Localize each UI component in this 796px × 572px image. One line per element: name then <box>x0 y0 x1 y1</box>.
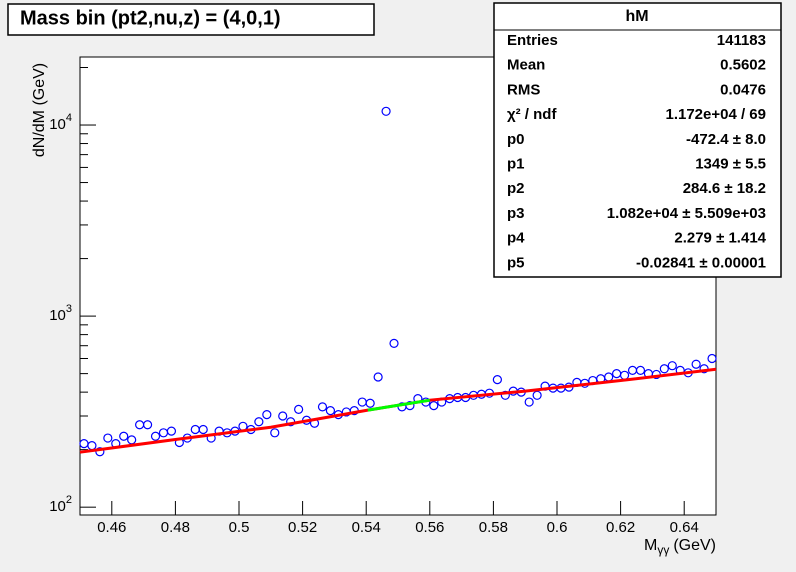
data-point <box>262 410 272 420</box>
data-point <box>691 359 701 369</box>
y-tick-base: 10 <box>49 307 66 324</box>
data-point <box>142 420 153 430</box>
stats-title: hM <box>625 8 648 25</box>
stats-value: 0.0476 <box>720 81 766 98</box>
y-tick-label: 102 <box>49 494 72 515</box>
stats-label: p3 <box>507 205 525 222</box>
data-point <box>150 431 161 441</box>
title-box <box>7 3 375 36</box>
plot-area: 0.46 0.48 0.5 0.52 0.54 0.56 0.58 0.6 0.62 0.64 10… <box>49 67 717 536</box>
data-point <box>429 401 439 411</box>
stats-value: 1.082e+04 ± 5.509e+03 <box>607 205 766 222</box>
data-point <box>103 433 113 443</box>
stats-value: 284.6 ± 18.2 <box>683 180 766 197</box>
y-tick-base: 10 <box>49 116 66 133</box>
stats-label: RMS <box>507 81 540 98</box>
data-point <box>707 353 717 364</box>
x-tick-label: 0.48 <box>161 519 190 536</box>
x-tick-label: 0.64 <box>670 519 699 536</box>
x-tick-label: 0.5 <box>229 519 250 536</box>
data-point <box>373 372 383 382</box>
data-point <box>667 361 677 371</box>
stats-label: p1 <box>507 155 525 172</box>
y-axis-label: dN/dM (GeV) <box>31 63 48 157</box>
data-point <box>405 401 415 411</box>
stats-rows: Entries 141183 Mean 0.5602 RMS 0.0476 χ² / ndf… <box>507 32 767 271</box>
x-tick-label: 0.54 <box>352 519 381 536</box>
data-point <box>365 398 375 408</box>
x-label-sub: γγ <box>657 543 669 557</box>
stats-value: -472.4 ± 8.0 <box>686 131 766 148</box>
stats-value: 1349 ± 5.5 <box>695 155 766 172</box>
stats-value: 1.172e+04 / 69 <box>665 106 766 123</box>
x-tick-label: 0.58 <box>479 519 508 536</box>
chart-title: Mass bin (pt2,nu,z) = (4,0,1) <box>20 7 281 29</box>
data-point <box>278 411 288 421</box>
data-point <box>381 106 391 116</box>
stats-box <box>493 2 782 278</box>
data-point <box>492 375 502 385</box>
data-point <box>254 417 264 427</box>
stats-label: p5 <box>507 254 525 271</box>
stats-label: χ² / ndf <box>507 106 557 123</box>
data-point <box>95 447 105 457</box>
y-tick-exponent: 4 <box>66 112 72 124</box>
stats-label: p0 <box>507 131 525 148</box>
data-point <box>198 424 208 435</box>
data-point <box>325 406 336 416</box>
data-point <box>389 338 399 348</box>
y-tick-exponent: 3 <box>66 303 72 315</box>
fit-region <box>367 398 431 412</box>
data-point <box>635 365 646 375</box>
stats-label: p2 <box>507 180 525 197</box>
stats-value: 141183 <box>717 32 766 49</box>
x-tick-label: 0.52 <box>288 519 317 536</box>
stats-label: p4 <box>507 230 525 247</box>
stats-value: 0.5602 <box>720 57 766 74</box>
stats-value: 2.279 ± 1.414 <box>674 230 766 247</box>
data-point <box>524 397 534 407</box>
data-point <box>166 426 177 436</box>
y-tick-label: 103 <box>49 303 72 324</box>
y-tick-base: 10 <box>49 498 66 515</box>
y-tick-exponent: 2 <box>66 494 72 506</box>
data-point <box>659 364 669 374</box>
stats-value: -0.02841 ± 0.00001 <box>636 254 766 271</box>
x-tick-label: 0.46 <box>97 519 126 536</box>
x-tick-label: 0.6 <box>547 519 568 536</box>
x-axis-label: Mγγ (GeV) <box>644 537 716 557</box>
data-point <box>294 404 304 414</box>
data-point <box>317 402 328 412</box>
x-label-unit: (GeV) <box>673 537 716 554</box>
y-tick-label: 104 <box>49 112 72 133</box>
x-tick-label: 0.62 <box>606 519 635 536</box>
data-point <box>532 390 542 400</box>
stats-label: Mean <box>507 57 545 74</box>
data-point <box>270 428 280 438</box>
data-point <box>119 431 129 441</box>
x-label-main: M <box>644 537 657 554</box>
x-tick-label: 0.56 <box>415 519 444 536</box>
stats-label: Entries <box>507 32 558 49</box>
data-point <box>500 390 510 400</box>
